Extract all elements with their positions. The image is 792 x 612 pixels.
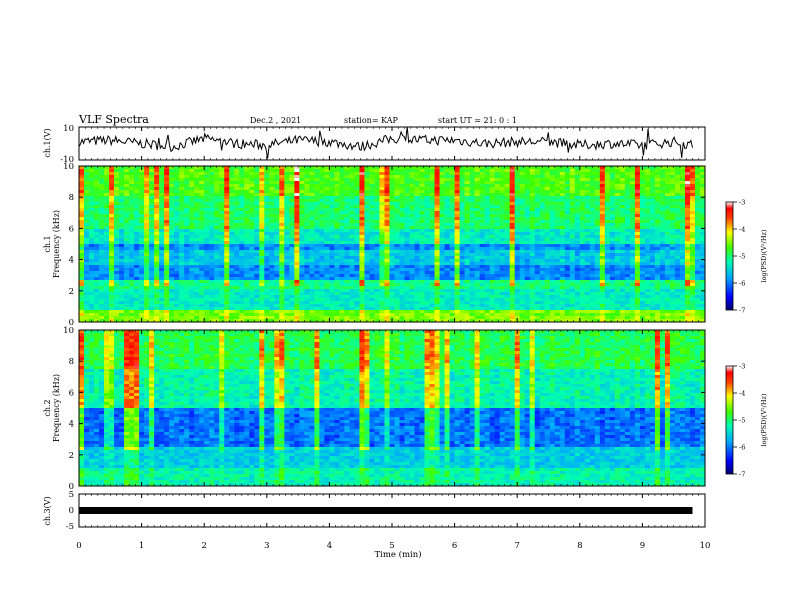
ch2-spectrogram-ylabel: Frequency (kHz)	[52, 374, 61, 442]
x-tick-label: 9	[640, 541, 645, 551]
ch3-ytick-top: 5	[69, 490, 74, 500]
freq-tick-label: 10	[63, 162, 74, 172]
ch2-spectrogram-ylabel-ch: ch.2	[43, 399, 52, 416]
colorbar-tick-label: -4	[739, 226, 745, 234]
freq-tick-label: 0	[69, 482, 74, 492]
ch1-ytick-bottom: -10	[60, 155, 74, 165]
start-time-label: start UT = 21: 0 : 1	[438, 116, 517, 125]
ch2-colorbar	[725, 365, 734, 475]
ch1-colorbar	[725, 201, 734, 311]
freq-tick-label: 8	[69, 357, 74, 367]
x-tick-label: 7	[514, 541, 519, 551]
colorbar-tick-label: -6	[739, 280, 745, 288]
freq-tick-label: 2	[69, 287, 74, 297]
ch3-waveform-panel: 5 0 -5 ch.3(V)	[43, 490, 706, 532]
freq-tick-label: 0	[69, 318, 74, 328]
freq-tick-label: 6	[69, 224, 74, 234]
ch1-ylabel: ch.1(V)	[43, 128, 52, 157]
ch3-waveform-line	[79, 507, 693, 514]
colorbar-tick-label: -7	[739, 307, 745, 315]
x-tick-label: 3	[264, 541, 269, 551]
ch1-spectrogram-ylabel: Frequency (kHz)	[52, 210, 61, 278]
colorbar-tick-label: -6	[739, 444, 745, 452]
x-tick-label: 0	[76, 541, 81, 551]
figure-title: VLF Spectra	[78, 113, 149, 126]
ch1-waveform-panel: 10 -10 ch.1(V)	[43, 124, 706, 165]
colorbar-tick-label: -7	[739, 471, 745, 479]
colorbar-tick-label: -3	[739, 363, 745, 371]
date-label: Dec.2 , 2021	[250, 116, 301, 125]
x-axis: 0 1 2 3 4 5 6 7 8 9 10	[76, 127, 710, 551]
ch2-colorbar-label: log(PSD)(V²/Hz)	[760, 393, 768, 446]
x-tick-label: 6	[452, 541, 457, 551]
x-tick-label: 10	[700, 541, 711, 551]
ch1-ytick-top: 10	[63, 124, 74, 134]
freq-tick-label: 4	[69, 420, 74, 430]
ch2-spectrogram-image	[79, 330, 706, 487]
x-tick-label: 4	[327, 541, 332, 551]
colorbar-tick-label: -5	[739, 417, 745, 425]
ch1-spectrogram-ylabel-ch: ch.1	[43, 235, 52, 252]
ch3-ylabel: ch.3(V)	[43, 496, 52, 525]
freq-tick-label: 2	[69, 451, 74, 461]
x-tick-label: 1	[139, 541, 144, 551]
x-tick-label: 2	[201, 541, 206, 551]
ch1-spectrogram-image	[79, 166, 706, 323]
colorbar-tick-label: -3	[739, 199, 745, 207]
freq-tick-label: 10	[63, 326, 74, 336]
colorbar-tick-label: -4	[739, 390, 745, 398]
ch3-ytick-bottom: -5	[66, 522, 74, 532]
station-label: station= KAP	[344, 116, 399, 125]
freq-tick-label: 8	[69, 193, 74, 203]
x-axis-label: Time (min)	[374, 549, 421, 560]
ch1-waveform-frame	[78, 126, 706, 161]
ch1-colorbar-label: log(PSD)(V²/Hz)	[760, 229, 768, 282]
freq-tick-label: 6	[69, 388, 74, 398]
x-tick-label: 8	[577, 541, 582, 551]
freq-tick-label: 4	[69, 256, 74, 266]
colorbar-tick-label: -5	[739, 253, 745, 261]
ch1-waveform-line	[78, 126, 693, 159]
x-tick-label: 5	[389, 541, 394, 551]
ch3-ytick-mid: 0	[69, 506, 74, 516]
